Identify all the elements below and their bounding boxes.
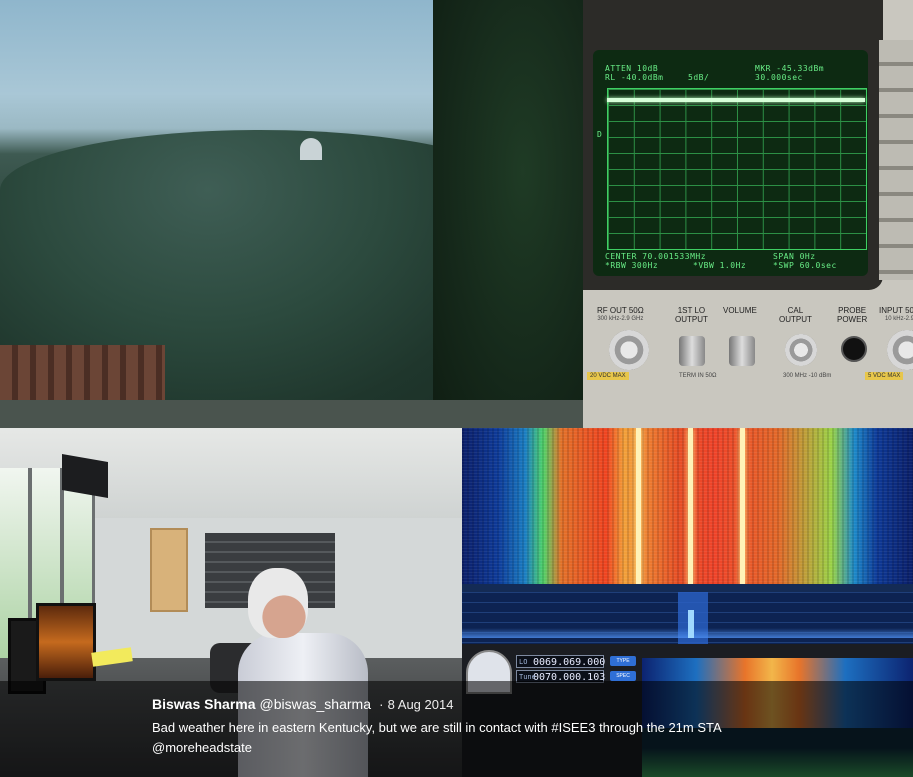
lo-value: 0069.069.000 [533, 657, 606, 668]
softkey-column [879, 40, 913, 280]
analyzer-bezel: ATTEN 10dB RL -40.0dBm 5dB/ MKR -45.33dB… [583, 0, 883, 290]
cal-label: CAL OUTPUT [779, 306, 812, 324]
lo-frequency-display[interactable]: LO 0069.069.000 [516, 655, 606, 668]
tune-value: 0070.000.103 [533, 672, 606, 683]
warning-label-right: 5 VDC MAX [865, 372, 904, 380]
tune-label: Tune [519, 673, 536, 681]
cal-sub-label: 300 MHz -10 dBm [783, 373, 832, 379]
waterfall-monitor [36, 603, 96, 681]
display-marker: D [597, 130, 603, 139]
hashtag-link[interactable]: #ISEE3 [551, 720, 596, 735]
input-label: INPUT 50Ω 10 kHz-2.9 [879, 306, 913, 322]
type-button[interactable]: TYPE [610, 656, 636, 666]
author-handle[interactable]: @biswas_sharma [259, 696, 371, 712]
first-lo-sub-label: TERM IN 50Ω [679, 373, 717, 379]
rf-out-connector-icon[interactable] [609, 330, 649, 370]
span-readout: SPAN 0Hz [773, 252, 816, 261]
center-readout: CENTER 70.001533MHz [605, 252, 707, 261]
probe-power-jack-icon[interactable] [841, 336, 867, 362]
first-lo-label: 1ST LO OUTPUT [675, 306, 708, 324]
carrier-line-1 [636, 428, 641, 586]
tweet-text-start: Bad weather here in eastern Kentucky, bu… [152, 720, 552, 735]
warning-label-left: 20 VDC MAX [587, 372, 629, 380]
scale-readout: 5dB/ [688, 73, 710, 82]
atten-readout: ATTEN 10dB [605, 64, 659, 73]
lo-label: LO [519, 658, 528, 666]
noise-floor [462, 628, 913, 638]
sweep-readout: *SWP 60.0sec [773, 261, 837, 270]
brick-building [0, 345, 165, 405]
probe-label: PROBE POWER [837, 306, 868, 324]
cal-output-connector-icon[interactable] [785, 334, 817, 366]
tweet-text-middle: through the 21m STA [595, 720, 721, 735]
vbw-readout: *VBW 1.0Hz [693, 261, 747, 270]
mention-link[interactable]: @moreheadstate [152, 740, 252, 755]
foreground-tree [433, 0, 583, 428]
first-lo-connector-icon[interactable] [679, 336, 705, 366]
road [0, 400, 583, 428]
frequency-axis [462, 584, 913, 592]
spectrum-plot [462, 592, 913, 644]
tweet-text: Bad weather here in eastern Kentucky, bu… [152, 718, 752, 758]
tweet-header: Biswas Sharma @biswas_sharma · 8 Aug 2014 [152, 695, 772, 714]
analyzer-trace [607, 98, 865, 102]
tweet-date[interactable]: 8 Aug 2014 [387, 697, 454, 712]
rbw-readout: *RBW 300Hz [605, 261, 659, 270]
spec-button[interactable]: SPEC [610, 671, 636, 681]
photo-landscape[interactable] [0, 0, 583, 428]
analyzer-grid [607, 88, 867, 250]
caption-overlay [0, 681, 913, 777]
waterfall-texture [462, 428, 913, 586]
observatory-dome [300, 138, 322, 160]
marker-readout: MKR -45.33dBm [755, 64, 825, 73]
rf-out-label: RF OUT 50Ω 300 kHz-2.9 GHz [597, 306, 644, 322]
marker-time-readout: 30.000sec [755, 73, 803, 82]
operator-head [248, 568, 308, 638]
volume-label: VOLUME [723, 306, 757, 315]
carrier-line-3 [740, 428, 745, 586]
volume-knob-icon[interactable] [729, 336, 755, 366]
rl-readout: RL -40.0dBm [605, 73, 664, 82]
author-name[interactable]: Biswas Sharma [152, 696, 256, 712]
analyzer-screen: ATTEN 10dB RL -40.0dBm 5dB/ MKR -45.33dB… [593, 50, 868, 276]
signal-peak [688, 610, 694, 638]
separator-dot: · [378, 696, 384, 712]
input-connector-icon[interactable] [887, 330, 913, 370]
door [150, 528, 188, 612]
photo-spectrum-analyzer[interactable]: ATTEN 10dB RL -40.0dBm 5dB/ MKR -45.33dB… [583, 0, 913, 428]
tweet-caption: Biswas Sharma @biswas_sharma · 8 Aug 2014 B… [152, 695, 772, 758]
waterfall-display [462, 428, 913, 586]
carrier-line-2 [688, 428, 693, 586]
